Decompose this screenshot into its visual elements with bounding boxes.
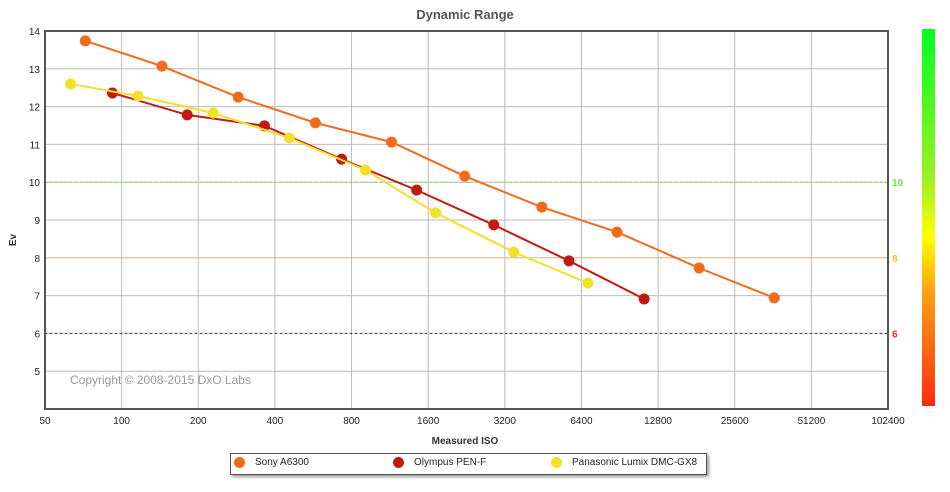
series-line xyxy=(112,92,645,300)
y-tick-label: 7 xyxy=(34,292,40,303)
data-point[interactable] xyxy=(207,107,219,119)
legend-item-sony[interactable]: Sony A6300 xyxy=(234,457,309,468)
data-point[interactable] xyxy=(79,35,91,47)
data-point[interactable] xyxy=(360,164,372,176)
legend-label: Sony A6300 xyxy=(255,457,309,468)
legend-marker-icon xyxy=(393,457,404,468)
reference-line-label: 8 xyxy=(892,254,898,265)
x-tick-label: 12800 xyxy=(644,416,672,427)
y-tick-label: 13 xyxy=(29,65,41,76)
data-point[interactable] xyxy=(386,136,398,148)
y-tick-label: 12 xyxy=(29,103,41,114)
y-tick-label: 10 xyxy=(29,178,41,189)
data-point[interactable] xyxy=(132,90,144,102)
data-point[interactable] xyxy=(283,132,295,144)
data-point[interactable] xyxy=(563,255,575,267)
x-axis-label: Measured ISO xyxy=(432,436,499,447)
series-sony-a6300 xyxy=(79,35,780,304)
x-tick-label: 3200 xyxy=(494,416,517,427)
data-point[interactable] xyxy=(768,292,780,304)
series-line xyxy=(70,82,589,285)
chart-title: Dynamic Range xyxy=(416,7,514,22)
x-tick-label: 6400 xyxy=(570,416,593,427)
copyright-text: Copyright © 2008-2015 DxO Labs xyxy=(70,373,251,387)
series-olympus-pen-f xyxy=(106,87,650,305)
data-point[interactable] xyxy=(430,207,442,219)
reference-line-label: 10 xyxy=(892,178,904,189)
series-panasonic-lumix-dmc-gx8 xyxy=(65,78,594,289)
data-point[interactable] xyxy=(638,293,650,305)
x-tick-label: 25600 xyxy=(721,416,749,427)
x-tick-label: 50 xyxy=(39,416,51,427)
legend: Sony A6300 Olympus PEN-F Panasonic Lumix… xyxy=(230,453,707,475)
data-point[interactable] xyxy=(232,91,244,103)
x-tick-label: 102400 xyxy=(871,416,905,427)
x-tick-label: 100 xyxy=(113,416,130,427)
y-tick-label: 5 xyxy=(34,367,40,378)
y-axis-label: Ev xyxy=(8,233,19,246)
y-tick-label: 8 xyxy=(34,254,40,265)
plot-frame xyxy=(44,30,889,410)
y-tick-label: 6 xyxy=(34,329,40,340)
reference-line-label: 6 xyxy=(892,329,898,340)
x-tick-label: 800 xyxy=(343,416,360,427)
y-tick-label: 11 xyxy=(30,140,41,151)
color-scale-bar xyxy=(922,29,935,406)
legend-marker-icon xyxy=(551,457,562,468)
legend-item-olympus[interactable]: Olympus PEN-F xyxy=(393,457,486,468)
legend-label: Olympus PEN-F xyxy=(414,457,487,468)
data-point[interactable] xyxy=(309,117,321,129)
data-point[interactable] xyxy=(508,246,520,258)
data-point[interactable] xyxy=(536,201,548,213)
data-point[interactable] xyxy=(488,219,500,231)
legend-label: Panasonic Lumix DMC-GX8 xyxy=(572,457,698,468)
x-tick-label: 200 xyxy=(190,416,207,427)
data-point[interactable] xyxy=(65,78,77,90)
data-point[interactable] xyxy=(611,226,623,238)
series-line xyxy=(85,39,775,299)
data-point[interactable] xyxy=(459,170,471,182)
data-point[interactable] xyxy=(181,109,193,121)
data-point[interactable] xyxy=(582,277,594,289)
y-tick-label: 9 xyxy=(34,216,40,227)
x-tick-label: 1600 xyxy=(417,416,440,427)
legend-marker-icon xyxy=(234,457,245,468)
x-tick-label: 51200 xyxy=(797,416,825,427)
legend-item-panasonic[interactable]: Panasonic Lumix DMC-GX8 xyxy=(551,457,697,468)
data-point[interactable] xyxy=(693,262,705,274)
y-tick-label: 14 xyxy=(29,27,41,38)
x-tick-label: 400 xyxy=(267,416,284,427)
data-point[interactable] xyxy=(411,184,423,196)
data-point[interactable] xyxy=(156,60,168,72)
